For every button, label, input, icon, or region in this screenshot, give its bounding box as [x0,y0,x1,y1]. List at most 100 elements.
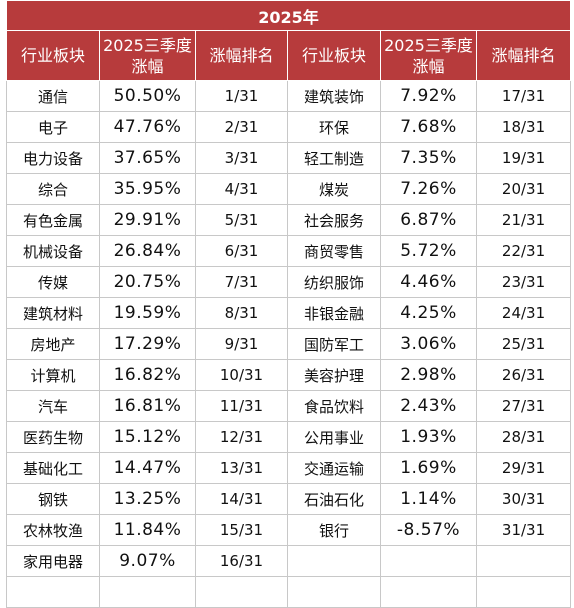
table-row: 房地产 17.29% 9/31 国防军工 3.06% 25/31 [6,328,572,360]
left-rank-cell: 12/31 [195,421,288,453]
header-change-right: 2025三季度 涨幅 [380,30,477,81]
right-rank-cell: 21/31 [475,204,572,236]
left-sector-cell: 电力设备 [6,142,100,174]
header-change-line1: 2025三季度 [103,35,192,55]
left-sector-cell: 有色金属 [6,204,100,236]
right-sector-cell: 社会服务 [287,204,381,236]
right-rank-cell: 29/31 [475,452,572,484]
right-change-cell: 7.26% [380,173,477,205]
left-empty-cell [99,576,196,608]
left-rank-cell: 14/31 [195,483,288,515]
right-sector-cell: 煤炭 [287,173,381,205]
left-change-cell: 15.12% [99,421,196,453]
left-rank-cell: 9/31 [195,328,288,360]
table-row: 计算机 16.82% 10/31 美容护理 2.98% 26/31 [6,359,572,391]
left-change-cell: 20.75% [99,266,196,298]
right-empty-cell [475,545,572,577]
right-empty-cell [380,576,477,608]
header-change-line2: 涨幅 [412,56,445,76]
right-sector-cell: 美容护理 [287,359,381,391]
right-rank-cell: 28/31 [475,421,572,453]
right-rank-cell: 22/31 [475,235,572,267]
sector-performance-table: 2025年 行业板块 2025三季度 涨幅 涨幅排名 行业板块 2025三季度 … [5,0,572,608]
table-row: 通信 50.50% 1/31 建筑装饰 7.92% 17/31 [6,80,572,112]
right-change-cell: 5.72% [380,235,477,267]
right-rank-cell: 27/31 [475,390,572,422]
right-rank-cell: 26/31 [475,359,572,391]
right-sector-cell: 建筑装饰 [287,80,381,112]
table-row: 建筑材料 19.59% 8/31 非银金融 4.25% 24/31 [6,297,572,329]
right-sector-cell: 商贸零售 [287,235,381,267]
header-change-line1: 2025三季度 [384,35,473,55]
right-rank-cell: 19/31 [475,142,572,174]
left-rank-cell: 1/31 [195,80,288,112]
left-sector-cell: 房地产 [6,328,100,360]
left-change-cell: 13.25% [99,483,196,515]
left-rank-cell: 10/31 [195,359,288,391]
left-change-cell: 37.65% [99,142,196,174]
left-sector-cell: 计算机 [6,359,100,391]
right-change-cell: 2.98% [380,359,477,391]
left-sector-cell: 基础化工 [6,452,100,484]
left-rank-cell: 5/31 [195,204,288,236]
left-change-cell: 26.84% [99,235,196,267]
left-empty-cell [6,576,100,608]
table-row: 钢铁 13.25% 14/31 石油石化 1.14% 30/31 [6,483,572,515]
sector-performance-table-panel: 2025年 行业板块 2025三季度 涨幅 涨幅排名 行业板块 2025三季度 … [5,0,572,608]
right-rank-cell: 31/31 [475,514,572,546]
left-rank-cell: 7/31 [195,266,288,298]
table-row: 电子 47.76% 2/31 环保 7.68% 18/31 [6,111,572,143]
right-rank-cell: 25/31 [475,328,572,360]
left-sector-cell: 汽车 [6,390,100,422]
table-row: 医药生物 15.12% 12/31 公用事业 1.93% 28/31 [6,421,572,453]
left-change-cell: 16.81% [99,390,196,422]
left-change-cell: 9.07% [99,545,196,577]
left-empty-cell [195,576,288,608]
left-change-cell: 50.50% [99,80,196,112]
right-rank-cell: 17/31 [475,80,572,112]
right-empty-cell [287,545,381,577]
right-change-cell: 7.68% [380,111,477,143]
header-change-left: 2025三季度 涨幅 [99,30,196,81]
table-row: 机械设备 26.84% 6/31 商贸零售 5.72% 22/31 [6,235,572,267]
header-sector-left: 行业板块 [6,30,100,81]
left-rank-cell: 6/31 [195,235,288,267]
left-rank-cell: 2/31 [195,111,288,143]
right-sector-cell: 非银金融 [287,297,381,329]
left-rank-cell: 8/31 [195,297,288,329]
table-row: 电力设备 37.65% 3/31 轻工制造 7.35% 19/31 [6,142,572,174]
right-sector-cell: 公用事业 [287,421,381,453]
header-change-line2: 涨幅 [131,56,164,76]
table-body: 通信 50.50% 1/31 建筑装饰 7.92% 17/31 电子 47.76% 2/31 环保… [6,80,572,608]
left-sector-cell: 医药生物 [6,421,100,453]
table-row [6,576,572,608]
right-change-cell: 3.06% [380,328,477,360]
left-change-cell: 47.76% [99,111,196,143]
right-sector-cell: 环保 [287,111,381,143]
left-change-cell: 11.84% [99,514,196,546]
right-sector-cell: 轻工制造 [287,142,381,174]
right-empty-cell [475,576,572,608]
left-sector-cell: 综合 [6,173,100,205]
header-rank-right: 涨幅排名 [475,30,572,81]
left-change-cell: 19.59% [99,297,196,329]
right-change-cell: 1.69% [380,452,477,484]
right-change-cell: 4.25% [380,297,477,329]
right-change-cell: 1.93% [380,421,477,453]
left-sector-cell: 农林牧渔 [6,514,100,546]
header-rank-left: 涨幅排名 [195,30,288,81]
left-rank-cell: 13/31 [195,452,288,484]
right-change-cell: 4.46% [380,266,477,298]
left-sector-cell: 电子 [6,111,100,143]
left-change-cell: 17.29% [99,328,196,360]
table-title-row: 2025年 [5,0,572,31]
right-sector-cell: 交通运输 [287,452,381,484]
left-sector-cell: 传媒 [6,266,100,298]
table-row: 家用电器 9.07% 16/31 [6,545,572,577]
right-change-cell: 2.43% [380,390,477,422]
left-change-cell: 29.91% [99,204,196,236]
left-sector-cell: 建筑材料 [6,297,100,329]
left-rank-cell: 16/31 [195,545,288,577]
left-sector-cell: 钢铁 [6,483,100,515]
table-row: 传媒 20.75% 7/31 纺织服饰 4.46% 23/31 [6,266,572,298]
